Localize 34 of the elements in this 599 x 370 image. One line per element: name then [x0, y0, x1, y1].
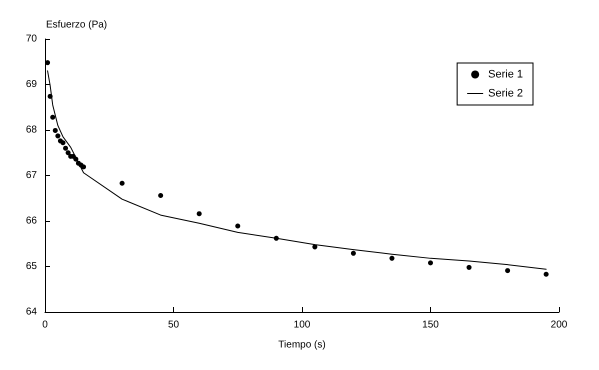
x-axis-title: Tiempo (s): [278, 340, 326, 350]
x-tick-label: 50: [168, 320, 180, 330]
x-tick-label: 200: [550, 320, 568, 330]
x-tick-label: 150: [422, 320, 440, 330]
point: [81, 164, 86, 170]
point: [66, 150, 71, 156]
point: [428, 260, 433, 266]
legend-label: Serie 1: [488, 68, 524, 80]
y-tick-label: 69: [26, 79, 38, 90]
point: [505, 268, 510, 274]
point: [235, 224, 240, 229]
point: [63, 146, 68, 151]
point: [52, 128, 58, 133]
y-tick-label: 66: [26, 216, 38, 226]
point: [158, 193, 164, 198]
legend-label: Serie 2: [488, 88, 524, 100]
y-tick-label: 67: [26, 170, 38, 181]
point: [466, 264, 472, 270]
y-tick-label: 68: [26, 124, 38, 136]
y-axis-title: Esfuerzo (Pa): [46, 20, 108, 30]
point: [544, 272, 549, 277]
point: [312, 244, 318, 250]
point: [196, 211, 202, 216]
point: [55, 133, 60, 138]
point: [120, 180, 125, 186]
y-tick-label: 65: [26, 261, 38, 272]
point: [350, 250, 356, 256]
x-tick-label: 0: [42, 320, 48, 330]
x-tick-label: 100: [294, 320, 311, 330]
y-tick-label: 64: [26, 306, 38, 318]
y-tick-label: 70: [26, 34, 38, 44]
point: [60, 140, 66, 146]
point: [389, 256, 394, 261]
point: [50, 114, 56, 120]
